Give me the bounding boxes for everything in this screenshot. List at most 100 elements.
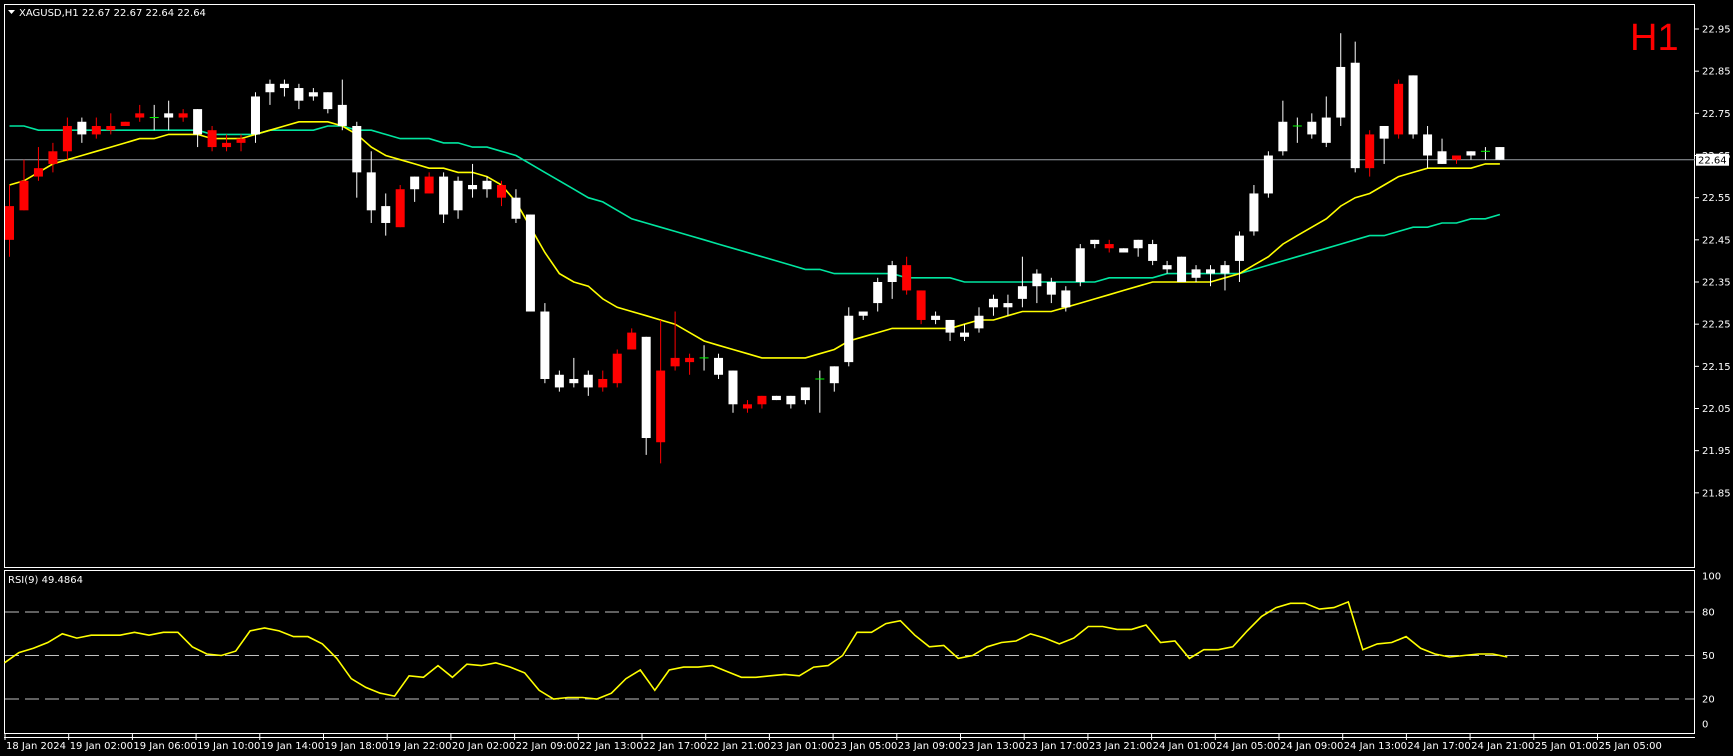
candle-body (236, 138, 246, 143)
time-tick-label: 19 Jan 18:00 (325, 741, 388, 752)
candle-body (106, 125, 116, 131)
candle (496, 180, 506, 207)
symbol-dropdown-icon[interactable] (8, 10, 15, 14)
time-tick-label: 18 Jan 2024 (6, 741, 66, 752)
candle (887, 260, 897, 299)
candle (627, 328, 637, 350)
candle (222, 134, 232, 152)
candle-body (352, 125, 362, 173)
candle (395, 185, 405, 228)
rsi-line (4, 600, 1508, 700)
candle-body (1452, 155, 1461, 160)
candle-body (1336, 66, 1346, 118)
candle-body (945, 319, 955, 333)
candle (308, 88, 318, 101)
time-tick-label: 24 Jan 21:00 (1471, 741, 1534, 752)
candle (873, 277, 883, 312)
time-tick-label: 22 Jan 17:00 (643, 741, 706, 752)
candle (323, 92, 333, 114)
candle (1075, 244, 1085, 287)
candle (1307, 113, 1317, 139)
time-tick-label: 19 Jan 14:00 (261, 741, 324, 752)
time-tick-label: 20 Jan 02:00 (452, 741, 515, 752)
price-tick-label: 22.55 (1702, 193, 1731, 204)
rsi-tick-label: 0 (1702, 720, 1708, 731)
candle (1278, 100, 1288, 156)
candle-body (1003, 303, 1013, 308)
candle (699, 345, 709, 371)
candle (728, 370, 738, 413)
candle (916, 290, 926, 325)
candle-body (1437, 151, 1447, 164)
rsi-pane-frame (4, 570, 1695, 734)
candle-body (250, 96, 260, 135)
candle (1003, 294, 1013, 316)
candle-body (540, 311, 550, 379)
candle-body (395, 189, 405, 228)
candle-body (1090, 239, 1100, 245)
price-tick-label: 21.85 (1702, 488, 1731, 499)
candle-body (1061, 290, 1071, 308)
candle-body (714, 357, 724, 375)
candle (670, 311, 680, 371)
candle-body (902, 265, 912, 291)
candle-body (1495, 147, 1505, 160)
candle-body (887, 265, 897, 283)
candle (1032, 269, 1042, 304)
candle-body (1466, 151, 1476, 156)
price-tick-label: 22.85 (1702, 67, 1731, 78)
candle-body (279, 83, 289, 89)
candle (742, 400, 752, 413)
candle (164, 100, 174, 131)
candle-body (685, 357, 695, 363)
candle-body (1408, 75, 1418, 135)
candle (1017, 256, 1027, 308)
candle-body (598, 378, 608, 388)
candle (1234, 231, 1244, 283)
rsi-layer (4, 600, 1694, 700)
candle (91, 117, 101, 139)
candle-body (844, 315, 854, 363)
candle (931, 311, 941, 325)
candle (120, 121, 130, 126)
time-tick-label: 24 Jan 17:00 (1407, 741, 1470, 752)
candle (714, 353, 724, 379)
candle-body (120, 121, 130, 126)
candle (1394, 79, 1404, 139)
candle (366, 151, 376, 223)
candle-body (1206, 269, 1216, 274)
candle (988, 294, 998, 316)
candle-body (554, 374, 564, 388)
candle-body (670, 357, 680, 367)
candle (612, 349, 622, 388)
candle-body (511, 197, 521, 219)
current-price-tag (1696, 153, 1729, 166)
candle-body (77, 121, 87, 135)
candle-body (265, 83, 275, 93)
candle-body (207, 130, 217, 148)
rsi-tick-label: 20 (1702, 695, 1715, 706)
candle (1452, 155, 1461, 164)
candle (1249, 185, 1259, 236)
candle (33, 147, 43, 181)
time-tick-label: 22 Jan 21:00 (707, 741, 770, 752)
candle (554, 370, 564, 392)
candle (1191, 265, 1201, 283)
candle-body (988, 298, 998, 308)
candle (786, 395, 796, 409)
candle (1321, 96, 1331, 148)
candle-body (1133, 239, 1143, 249)
candle-body (873, 282, 883, 304)
time-tick-label: 24 Jan 05:00 (1216, 741, 1279, 752)
candle-body (656, 370, 666, 443)
candle-body (5, 206, 14, 240)
candle (1206, 265, 1216, 287)
candle (1177, 256, 1187, 283)
price-tick-label: 22.45 (1702, 235, 1731, 246)
candle (1495, 147, 1505, 160)
candle-body (1148, 244, 1158, 261)
candle-body (960, 332, 970, 337)
candle (1423, 125, 1433, 169)
